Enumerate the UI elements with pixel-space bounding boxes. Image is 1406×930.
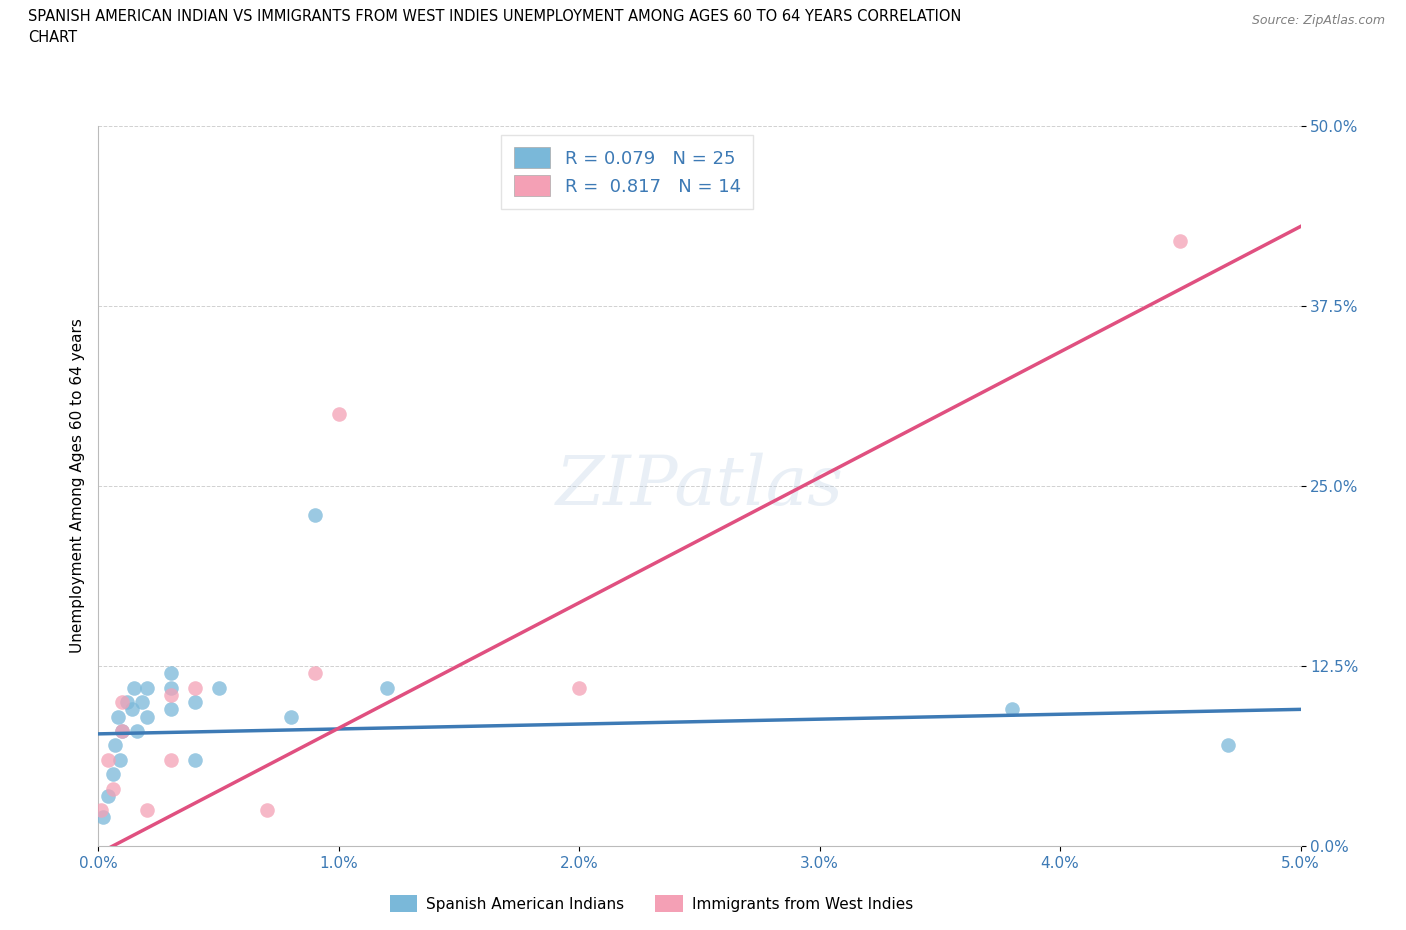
Point xyxy=(131,695,153,710)
Point xyxy=(111,724,134,738)
Point xyxy=(159,687,181,702)
Point xyxy=(568,681,591,696)
Point xyxy=(135,803,157,817)
Y-axis label: Unemployment Among Ages 60 to 64 years: Unemployment Among Ages 60 to 64 years xyxy=(69,318,84,654)
Point xyxy=(121,702,143,717)
Point xyxy=(183,695,205,710)
Point xyxy=(304,508,326,523)
Point xyxy=(159,752,181,767)
Point xyxy=(159,702,181,717)
Point xyxy=(111,695,134,710)
Point xyxy=(124,681,146,696)
Point xyxy=(208,681,231,696)
Text: CHART: CHART xyxy=(28,30,77,45)
Point xyxy=(111,724,134,738)
Point xyxy=(375,681,398,696)
Point xyxy=(135,681,157,696)
Point xyxy=(159,666,181,681)
Point xyxy=(125,724,148,738)
Point xyxy=(304,666,326,681)
Point xyxy=(97,789,120,804)
Point xyxy=(256,803,278,817)
Point xyxy=(101,781,124,796)
Point xyxy=(101,766,124,781)
Legend: Spanish American Indians, Immigrants from West Indies: Spanish American Indians, Immigrants fro… xyxy=(384,889,920,918)
Point xyxy=(1170,233,1192,248)
Point xyxy=(97,752,120,767)
Point xyxy=(328,406,350,421)
Point xyxy=(104,738,127,753)
Point xyxy=(280,710,302,724)
Text: ZIPatlas: ZIPatlas xyxy=(555,453,844,519)
Point xyxy=(159,681,181,696)
Text: Source: ZipAtlas.com: Source: ZipAtlas.com xyxy=(1251,14,1385,27)
Point xyxy=(117,695,139,710)
Point xyxy=(183,681,205,696)
Point xyxy=(135,710,157,724)
Point xyxy=(107,710,129,724)
Point xyxy=(1001,702,1024,717)
Point xyxy=(91,810,114,825)
Text: SPANISH AMERICAN INDIAN VS IMMIGRANTS FROM WEST INDIES UNEMPLOYMENT AMONG AGES 6: SPANISH AMERICAN INDIAN VS IMMIGRANTS FR… xyxy=(28,9,962,24)
Point xyxy=(1218,738,1240,753)
Point xyxy=(183,752,205,767)
Point xyxy=(90,803,112,817)
Point xyxy=(108,752,131,767)
